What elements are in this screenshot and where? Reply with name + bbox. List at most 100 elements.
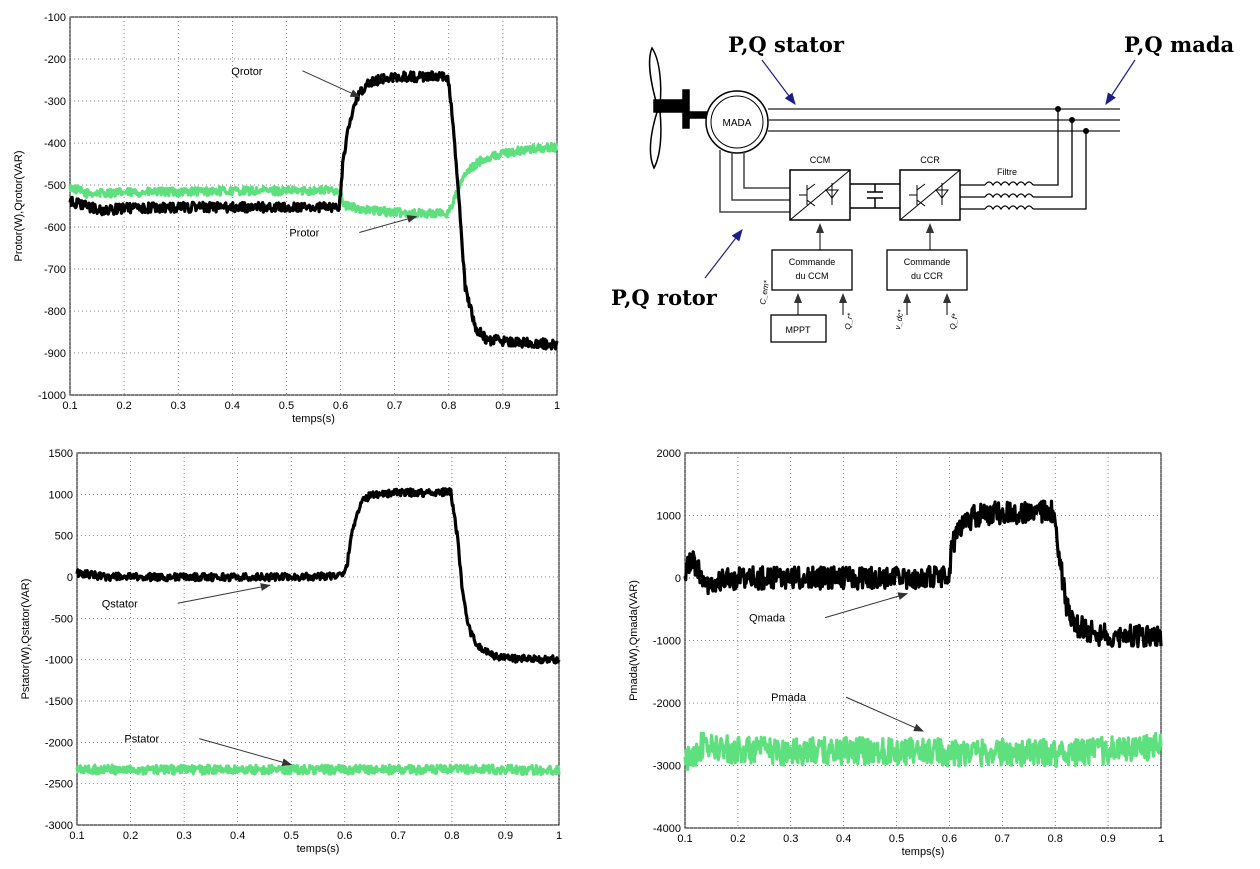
x-tick-label: 0.2 bbox=[116, 400, 131, 412]
mppt-block: MPPT bbox=[770, 293, 951, 343]
x-tick-label: 0.5 bbox=[889, 833, 904, 845]
ccm-control-line1: Commande bbox=[789, 257, 836, 267]
x-tick-label: 0.9 bbox=[1100, 833, 1115, 845]
x-tick-label: 0.4 bbox=[836, 833, 851, 845]
annotation-qrotor: Qrotor bbox=[231, 66, 263, 78]
cem-ref-label: C_em* bbox=[758, 279, 771, 306]
x-axis-label: temps(s) bbox=[297, 843, 340, 855]
x-tick-label: 0.3 bbox=[171, 400, 186, 412]
y-tick-label: 0 bbox=[675, 573, 681, 585]
ccm-converter: CCM bbox=[789, 155, 851, 221]
rotor-lines bbox=[719, 150, 790, 213]
y-tick-label: -3000 bbox=[45, 820, 73, 832]
annotation-arrow bbox=[824, 592, 909, 619]
y-tick-label: -700 bbox=[44, 264, 66, 276]
series-line-protor bbox=[68, 141, 559, 219]
annotation-arrow bbox=[302, 70, 361, 98]
qf-ref-label: Q_f* bbox=[948, 312, 960, 330]
x-tick-label: 0.8 bbox=[441, 400, 456, 412]
y-tick-label: -2000 bbox=[45, 737, 73, 749]
filter: Filtre bbox=[960, 106, 1089, 211]
x-tick-label: 0.8 bbox=[1048, 833, 1063, 845]
y-tick-label: -300 bbox=[44, 96, 66, 108]
mada-label: MADA bbox=[723, 118, 752, 129]
series-line-qstator bbox=[75, 487, 561, 665]
y-tick-label: -1000 bbox=[45, 655, 73, 667]
x-tick-label: 0.2 bbox=[123, 830, 138, 842]
mada-system-diagram: MADA CCM bbox=[611, 32, 1235, 343]
y-tick-label: -800 bbox=[44, 306, 66, 318]
qr-ref-label: Q_r* bbox=[843, 312, 855, 331]
x-tick-label: 0.5 bbox=[284, 830, 299, 842]
annotation-qstator: Qstator bbox=[102, 598, 138, 610]
y-tick-label: -500 bbox=[51, 613, 73, 625]
y-tick-label: 1000 bbox=[657, 511, 681, 523]
x-tick-label: 0.3 bbox=[783, 833, 798, 845]
pq-stator-label: P,Q stator bbox=[728, 32, 845, 57]
annotation-arrow bbox=[177, 583, 271, 604]
annotation-pmada: Pmada bbox=[771, 692, 807, 704]
x-tick-label: 0.8 bbox=[444, 830, 459, 842]
x-tick-label: 0.7 bbox=[387, 400, 402, 412]
x-tick-label: 1 bbox=[556, 830, 562, 842]
ccr-converter: CCR bbox=[899, 155, 961, 221]
x-tick-label: 0.7 bbox=[995, 833, 1010, 845]
x-tick-label: 0.1 bbox=[62, 400, 77, 412]
x-tick-label: 0.7 bbox=[391, 830, 406, 842]
y-tick-label: 1000 bbox=[49, 489, 73, 501]
annotation-protor: Protor bbox=[289, 228, 319, 240]
x-tick-label: 0.6 bbox=[337, 830, 352, 842]
y-tick-label: 1500 bbox=[49, 448, 73, 460]
x-tick-label: 0.5 bbox=[279, 400, 294, 412]
x-tick-label: 0.1 bbox=[677, 833, 692, 845]
mppt-label: MPPT bbox=[785, 325, 811, 335]
y-tick-label: -2000 bbox=[653, 698, 681, 710]
y-tick-label: -1500 bbox=[45, 696, 73, 708]
series-line-pstator bbox=[75, 763, 561, 776]
ccr-control-line1: Commande bbox=[904, 257, 951, 267]
x-tick-label: 0.3 bbox=[176, 830, 191, 842]
y-tick-label: 500 bbox=[55, 531, 73, 543]
y-tick-label: -3000 bbox=[653, 761, 681, 773]
y-tick-label: -400 bbox=[44, 138, 66, 150]
y-tick-label: -100 bbox=[44, 12, 66, 24]
y-tick-label: -500 bbox=[44, 180, 66, 192]
pq-rotor-label: P,Q rotor bbox=[611, 285, 718, 310]
annotation-arrow bbox=[199, 738, 293, 767]
series-line-pmada bbox=[683, 731, 1163, 772]
series-line-qmada bbox=[683, 499, 1163, 649]
annotation-qmada: Qmada bbox=[749, 613, 786, 625]
vdc-ref-label: v_dc* bbox=[893, 308, 905, 330]
pq-mada-arrow bbox=[1105, 59, 1136, 106]
plot-frame bbox=[76, 452, 560, 826]
y-tick-label: -200 bbox=[44, 54, 66, 66]
ccr-control-block: Commande du CCR bbox=[886, 223, 968, 291]
dc-link-capacitor bbox=[850, 183, 900, 209]
y-tick-label: -4000 bbox=[653, 823, 681, 835]
y-tick-label: 0 bbox=[67, 572, 73, 584]
y-axis-label: Pstator(W),Qstator(VAR) bbox=[20, 579, 32, 700]
ccm-label: CCM bbox=[810, 155, 831, 165]
control-inputs: C_em* Q_r* v_dc* Q_f* bbox=[758, 279, 960, 331]
y-tick-label: -900 bbox=[44, 348, 66, 360]
x-tick-label: 0.6 bbox=[942, 833, 957, 845]
mada-generator: MADA bbox=[705, 90, 769, 154]
pq-rotor-arrow bbox=[704, 229, 743, 279]
x-tick-label: 0.4 bbox=[225, 400, 240, 412]
wind-turbine-icon bbox=[648, 46, 710, 170]
ccr-label: CCR bbox=[920, 155, 940, 165]
filter-label: Filtre bbox=[997, 167, 1017, 177]
ccm-control-line2: du CCM bbox=[795, 271, 828, 281]
y-tick-label: 2000 bbox=[657, 448, 681, 460]
y-axis-label: Pmada(W),Qmada(VAR) bbox=[628, 580, 640, 701]
series-line-qrotor bbox=[68, 70, 559, 351]
x-tick-label: 0.9 bbox=[495, 400, 510, 412]
x-tick-label: 0.4 bbox=[230, 830, 245, 842]
y-tick-label: -2500 bbox=[45, 779, 73, 791]
stator-bus bbox=[768, 108, 1120, 132]
annotation-arrow bbox=[359, 215, 418, 233]
stator-power-chart: 0.1 0.2 0.3 0.4 0.5 0.6 0.7 0.8 0.9 1 1500 1000 500 0… bbox=[20, 448, 562, 855]
ccr-control-line2: du CCR bbox=[911, 271, 944, 281]
x-tick-label: 0.6 bbox=[333, 400, 348, 412]
